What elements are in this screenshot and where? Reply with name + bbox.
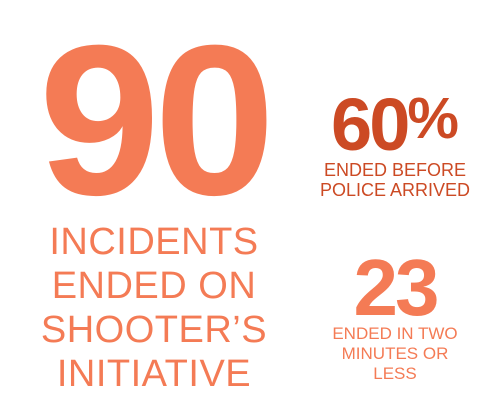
main-caption-line: ENDED ON — [51, 265, 257, 307]
police-caption-line: ENDED BEFORE — [323, 160, 467, 180]
quick-caption-line: MINUTES OR — [341, 344, 449, 363]
main-stat-number: 90 — [38, 1, 276, 240]
police-stat-value: 60 — [331, 83, 410, 166]
police-stat: 60% ENDED BEFORE POLICE ARRIVED — [302, 88, 488, 201]
quick-caption-line: LESS — [373, 364, 417, 383]
main-caption-line: INCIDENTS — [49, 221, 259, 263]
main-stat-caption: INCIDENTS ENDED ON SHOOTER’S INITIATIVE — [4, 220, 304, 396]
main-caption-line: SHOOTER’S — [40, 309, 268, 351]
quick-stat: 23 ENDED IN TWO MINUTES OR LESS — [302, 248, 488, 384]
quick-caption-line: ENDED IN TWO — [332, 324, 458, 343]
percent-sign: % — [407, 86, 459, 151]
police-caption-line: POLICE ARRIVED — [319, 180, 471, 200]
main-caption-line: INITIATIVE — [56, 353, 252, 395]
police-stat-caption: ENDED BEFORE POLICE ARRIVED — [302, 160, 488, 200]
police-stat-number: 60% — [302, 88, 488, 162]
main-stat: 90 INCIDENTS ENDED ON SHOOTER’S INITIATI… — [4, 14, 304, 396]
quick-stat-number: 23 — [353, 243, 440, 332]
quick-stat-caption: ENDED IN TWO MINUTES OR LESS — [302, 324, 488, 384]
